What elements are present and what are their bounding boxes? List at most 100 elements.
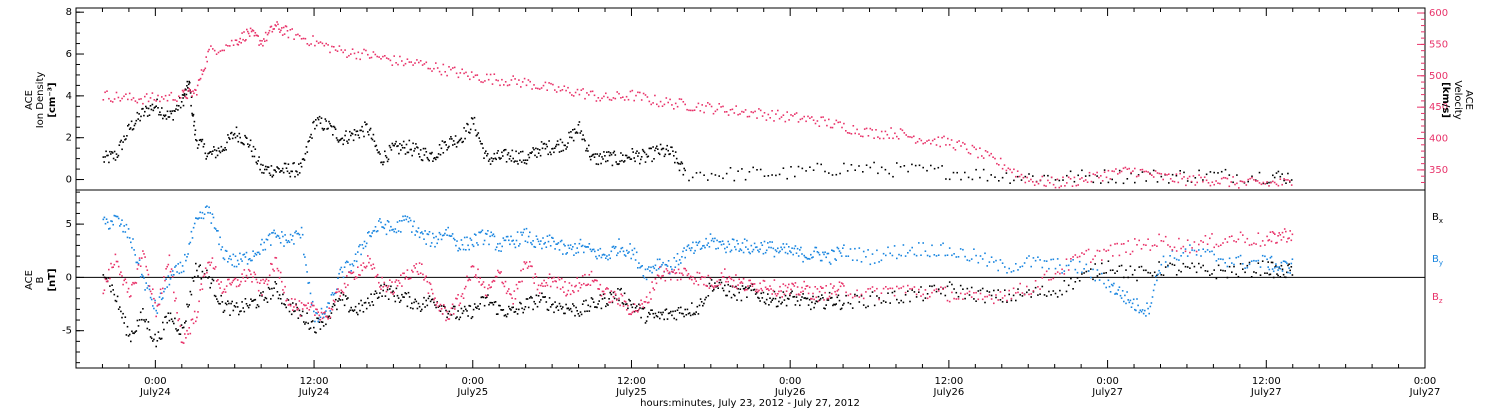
velocity-point [625, 95, 628, 98]
bx-point [308, 328, 311, 330]
bz-point [823, 299, 825, 301]
velocity-point [1234, 183, 1236, 186]
bx-point [321, 321, 324, 323]
bx-point [230, 302, 232, 305]
bx-point [865, 306, 867, 309]
velocity-point [275, 25, 277, 27]
bz-point [1156, 245, 1158, 247]
bz-point [373, 267, 376, 269]
by-point [584, 245, 586, 248]
by-point [405, 218, 408, 221]
by-point [590, 250, 593, 253]
by-point [549, 245, 552, 247]
velocity-point [835, 119, 838, 122]
by-point [322, 316, 325, 319]
density-point [377, 151, 379, 154]
bx-point [283, 303, 285, 305]
bz-point [920, 295, 922, 297]
bz-point [1004, 294, 1006, 297]
density-point [729, 167, 732, 169]
bz-point [169, 270, 172, 273]
by-point [297, 232, 300, 235]
velocity-point [1001, 167, 1004, 170]
bx-point [700, 301, 703, 303]
density-point [626, 157, 629, 159]
by-point [601, 254, 604, 256]
by-point [311, 300, 314, 303]
by-point [860, 261, 863, 263]
bx-point [596, 306, 598, 309]
by-point [756, 246, 758, 248]
x-tick-date: July27 [1409, 387, 1441, 398]
velocity-point [1255, 180, 1257, 182]
velocity-point [871, 129, 873, 131]
by-point [532, 240, 534, 242]
by-point [385, 233, 388, 236]
bz-point [1006, 299, 1008, 302]
bx-point [1131, 273, 1134, 276]
velocity-point [162, 98, 165, 100]
by-point [719, 241, 722, 243]
by-point [497, 243, 499, 245]
bx-point [1175, 274, 1178, 276]
density-point [1183, 171, 1185, 174]
bz-point [472, 265, 475, 268]
by-point [557, 242, 560, 244]
by-point [341, 271, 344, 273]
density-point [531, 151, 533, 153]
velocity-point [984, 150, 987, 152]
velocity-point [497, 79, 499, 82]
density-point [130, 120, 133, 123]
by-point [429, 245, 432, 247]
by-point [235, 265, 238, 268]
density-point [460, 137, 463, 140]
bz-point [1087, 248, 1090, 251]
by-point [779, 250, 781, 253]
density-point [1156, 181, 1159, 183]
bz-point [674, 272, 677, 275]
bx-point [545, 301, 548, 303]
bx-point [805, 297, 808, 300]
bx-point [680, 306, 682, 309]
by-point [229, 255, 231, 257]
velocity-point [794, 113, 796, 115]
velocity-point [363, 48, 365, 51]
density-point [673, 155, 675, 157]
bx-point [486, 296, 488, 298]
density-point [314, 127, 316, 130]
density-point [461, 141, 463, 144]
velocity-point [355, 57, 358, 60]
velocity-point [775, 113, 777, 115]
x-tick-time: 12:00 [1252, 376, 1281, 387]
density-point [1205, 173, 1208, 176]
bx-point [216, 298, 218, 300]
by-point [926, 254, 929, 257]
bx-point [393, 295, 395, 297]
density-point [778, 173, 781, 176]
by-point [1087, 270, 1090, 272]
velocity-point [412, 64, 414, 66]
by-point [182, 270, 185, 273]
velocity-point [975, 148, 977, 151]
by-point [320, 307, 323, 310]
by-point [284, 234, 286, 236]
density-point [526, 159, 529, 161]
bx-point [465, 308, 467, 311]
bx-point [721, 287, 724, 290]
bx-point [878, 297, 880, 299]
density-point [684, 169, 686, 172]
bx-point [500, 309, 502, 311]
velocity-point [1039, 179, 1042, 181]
bx-point [444, 306, 446, 308]
bx-point [750, 289, 753, 292]
bx-point [1059, 289, 1061, 292]
density-point [149, 105, 152, 107]
bx-point [135, 330, 138, 332]
density-point [524, 159, 527, 161]
velocity-point [315, 40, 318, 43]
bx-point [810, 308, 812, 311]
velocity-point [578, 93, 581, 96]
velocity-point [1013, 168, 1015, 171]
by-point [257, 251, 260, 254]
by-point [449, 235, 452, 237]
